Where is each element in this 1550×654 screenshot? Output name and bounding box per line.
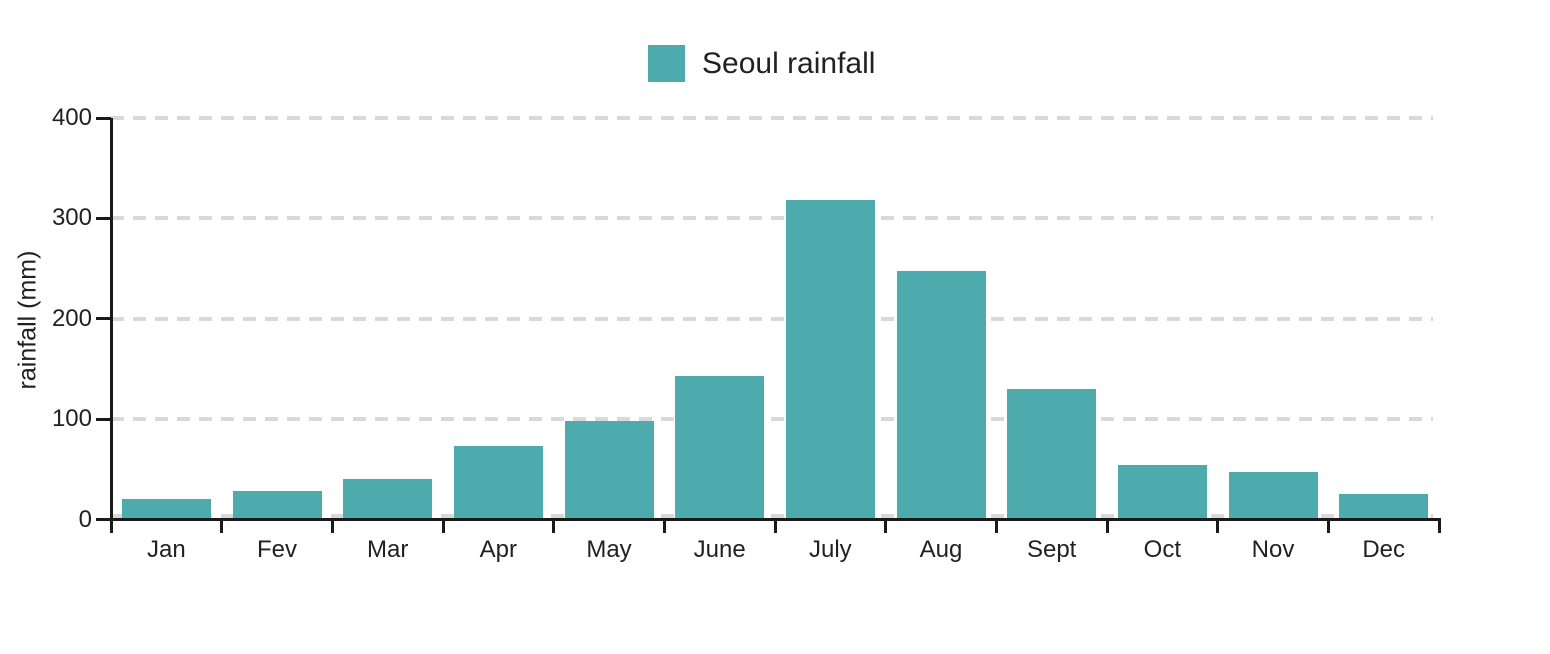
- x-tick-label-nov: Nov: [1251, 536, 1295, 563]
- y-tick-label-0: 0: [78, 505, 92, 533]
- y-tick-label-300: 300: [51, 204, 92, 232]
- bar-apr: [453, 446, 543, 520]
- bar-june: [675, 375, 765, 520]
- gridline-100: [111, 417, 1433, 422]
- x-tick-11: [1326, 521, 1330, 533]
- x-tick-4: [552, 521, 556, 533]
- gridline-0: [111, 513, 1433, 518]
- x-tick-1: [220, 521, 224, 533]
- x-tick-9: [1105, 521, 1109, 533]
- legend-item-seoul-rainfall[interactable]: Seoul rainfall: [648, 45, 875, 82]
- y-tick-label-400: 400: [51, 104, 92, 131]
- bar-aug: [896, 270, 986, 520]
- x-tick-12: [1437, 521, 1441, 533]
- x-tick-0: [109, 521, 113, 533]
- y-tick-200: [96, 317, 111, 321]
- y-axis-line: [109, 118, 113, 521]
- x-tick-2: [330, 521, 334, 533]
- bar-sept: [1007, 389, 1097, 520]
- x-tick-label-sept: Sept: [1026, 536, 1077, 563]
- x-tick-label-apr: Apr: [479, 536, 517, 563]
- y-tick-300: [96, 216, 111, 220]
- bar-dec: [1339, 494, 1429, 520]
- x-tick-7: [884, 521, 888, 533]
- x-tick-label-mar: Mar: [366, 536, 409, 563]
- gridline-400: [111, 116, 1433, 120]
- x-tick-label-dec: Dec: [1362, 536, 1405, 563]
- y-tick-400: [96, 116, 111, 120]
- x-tick-label-july: July: [808, 536, 852, 563]
- bar-nov: [1228, 472, 1318, 520]
- x-axis-line: [109, 518, 1441, 521]
- legend-label: Seoul rainfall: [702, 47, 876, 80]
- x-tick-8: [994, 521, 998, 533]
- gridline-300: [111, 216, 1433, 221]
- x-tick-3: [441, 521, 445, 533]
- x-tick-label-aug: Aug: [919, 536, 963, 563]
- bar-fev: [232, 491, 322, 520]
- bar-oct: [1117, 465, 1207, 520]
- y-tick-0: [96, 518, 111, 521]
- x-tick-label-fev: Fev: [256, 536, 297, 563]
- x-tick-6: [773, 521, 777, 533]
- x-tick-5: [662, 521, 666, 533]
- legend-swatch-icon: [648, 45, 685, 82]
- bar-may: [564, 421, 654, 520]
- bar-mar: [343, 479, 433, 520]
- gridline-200: [111, 316, 1433, 321]
- x-tick-10: [1216, 521, 1220, 533]
- y-tick-label-100: 100: [51, 405, 92, 433]
- x-tick-label-oct: Oct: [1143, 536, 1181, 563]
- y-tick-label-200: 200: [51, 304, 92, 332]
- x-tick-label-may: May: [586, 536, 632, 563]
- y-tick-100: [96, 417, 111, 421]
- bar-jan: [121, 499, 211, 520]
- x-tick-label-june: June: [693, 536, 746, 563]
- bar-july: [785, 200, 875, 520]
- x-tick-label-jan: Jan: [146, 536, 186, 563]
